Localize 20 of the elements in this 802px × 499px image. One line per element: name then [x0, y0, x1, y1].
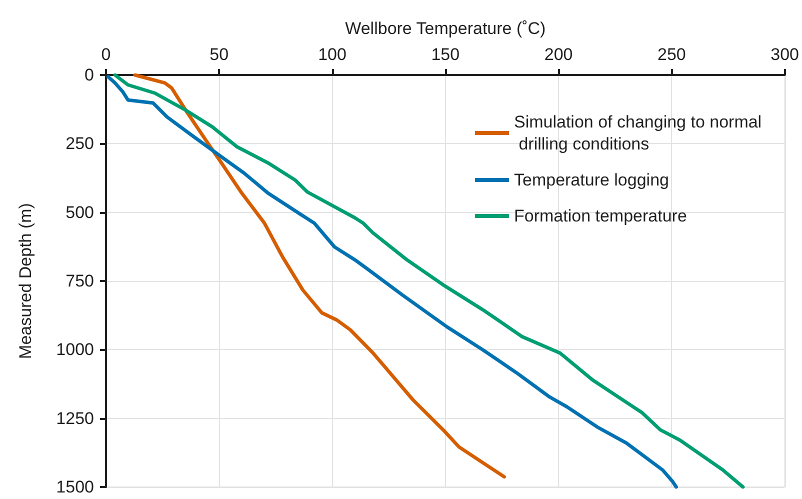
y-tick-label: 500: [66, 202, 94, 222]
x-tick-label: 50: [210, 45, 229, 64]
x-tick-label: 300: [770, 45, 800, 64]
legend-label: Formation temperature: [514, 206, 687, 226]
x-tick-label: 250: [657, 45, 686, 64]
x-tick-label: 100: [318, 45, 346, 64]
y-axis-title: Measured Depth (m): [16, 203, 35, 359]
y-tick-label: 1500: [56, 478, 94, 496]
line-series: [133, 73, 506, 479]
x-tick-label: 0: [101, 45, 111, 64]
legend-label: Simulation of changing to normal drilling conditions: [514, 112, 762, 154]
x-tick-label: 200: [544, 45, 573, 64]
y-tick-label: 250: [66, 134, 94, 154]
x-tick-label: 150: [431, 45, 460, 64]
legend-label: Temperature logging: [514, 170, 669, 190]
y-tick-label: 1250: [56, 408, 94, 428]
y-tick-label: 1000: [56, 340, 94, 360]
y-tick-label: 0: [84, 66, 94, 84]
y-tick-label: 750: [66, 272, 94, 290]
x-axis-title: Wellbore Temperature (˚C): [345, 19, 546, 38]
